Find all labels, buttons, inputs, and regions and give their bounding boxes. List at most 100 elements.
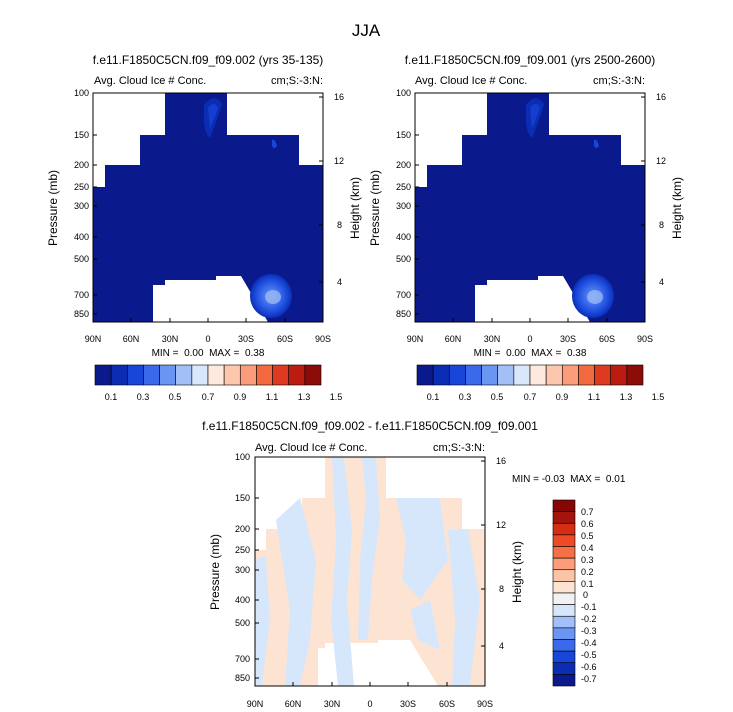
panel-b-ytick: 850 [396,309,411,319]
panel-a-title: f.e11.F1850C5CN.f09_f09.002 (yrs 35-135) [93,53,324,67]
panel-b-field [415,93,645,322]
panel-diff-cb-label: 0.1 [581,579,594,589]
panel-b-ytick: 400 [396,232,411,242]
panel-b-xtick: 90N [407,334,424,344]
panel-diff-colorbar-bin [552,546,576,559]
panel-diff-colorbar-bin [552,592,576,605]
panel-diff-colorbar-bin [552,674,576,687]
panel-diff-cb-label: 0.5 [581,531,594,541]
panel-diff-cb-label: 0.2 [581,567,594,577]
panel-diff-y2-ticks: 16 12 8 4 [481,456,506,651]
panel-b-colorbar: 0.1 0.3 0.5 0.7 0.9 1.1 1.3 1.5 [416,364,665,402]
panel-diff-x-ticks: 90N 60N 30N 0 30S 60S 90S [247,682,493,709]
panel-b-cb-label: 0.5 [491,392,504,402]
panel-b-cb-label: 0.1 [427,392,440,402]
panel-a-ytick: 150 [74,130,89,140]
panel-a-colorbar-bin [272,364,290,386]
panel-b-colorbar-bin [497,364,515,386]
panel-a-colorbar-bin [110,364,128,386]
panel-a-y2label: Height (km) [348,177,362,239]
panel-diff: f.e11.F1850C5CN.f09_f09.002 - f.e11.F185… [202,419,626,709]
panel-diff-ylabel: Pressure (mb) [208,534,222,610]
panel-diff-cb-label: -0.4 [581,638,597,648]
panel-a-colorbar-bin [191,364,209,386]
panel-diff-y-ticks: 100 150 200 250 300 400 500 700 850 [235,452,259,683]
panel-b-cb-label: 0.7 [524,392,537,402]
panel-diff-colorbar-bin [552,627,576,640]
panel-diff-ytick: 850 [235,673,250,683]
panel-b-subtitle-right: cm;S:-3:N: [593,75,645,87]
panel-a-xtick: 0 [205,334,210,344]
panel-a-colorbar-bin [94,364,112,386]
panel-b-colorbar-bin [448,364,466,386]
figure-title: JJA [352,21,381,40]
panel-a-xtick: 90S [315,334,331,344]
panel-b-xtick: 30N [484,334,501,344]
panel-a-colorbar-bin [223,364,241,386]
panel-diff-y2tick: 16 [496,456,506,466]
panel-b-colorbar-bin [594,364,612,386]
panel-b-y-ticks: 100 150 200 250 300 400 500 700 850 [396,88,419,319]
panel-diff-ytick: 200 [235,524,250,534]
panel-a-colorbar-bin [175,364,193,386]
panel-a-x-ticks: 90N 60N 30N 0 30S 60S 90S [85,318,331,344]
panel-diff-xtick: 90N [247,699,264,709]
panel-a-ytick: 250 [74,182,89,192]
panel-diff-title: f.e11.F1850C5CN.f09_f09.002 - f.e11.F185… [202,419,538,433]
panel-a-ytick: 400 [74,232,89,242]
panel-diff-cb-label: 0.3 [581,555,594,565]
panel-a-cb-label: 1.3 [298,392,311,402]
panel-b-colorbar-bin [432,364,450,386]
panel-a-colorbar-bin [304,364,322,386]
panel-b-xtick: 60S [599,334,615,344]
panel-a-colorbar-bin [239,364,257,386]
panel-diff-y2label: Height (km) [510,541,524,603]
panel-a-y2tick: 8 [337,220,342,230]
panel-diff-colorbar-bin [552,511,576,524]
panel-b-colorbar-bin [578,364,595,386]
panel-diff-colorbar-bin [552,662,576,675]
panel-diff-subtitle-left: Avg. Cloud Ice # Conc. [255,442,367,454]
panel-b-colorbar-bin [416,364,434,386]
panel-diff-colorbar-bin [552,557,576,571]
panel-b-colorbar-bin [561,364,579,386]
panel-a-xtick: 30N [162,334,179,344]
panel-diff-cb-label: 0.4 [581,543,594,553]
panel-a: f.e11.F1850C5CN.f09_f09.002 (yrs 35-135)… [46,53,362,402]
panel-diff-colorbar-bin [552,499,576,512]
panel-b-ytick: 300 [396,201,411,211]
panel-b-stats: MIN = 0.00 MAX = 0.38 [474,348,587,359]
panel-a-colorbar-bin [288,364,306,386]
panel-b-cb-label: 1.1 [588,392,601,402]
panel-b-colorbar-bin [481,364,499,386]
panel-b-y2-ticks: 16 12 8 4 [641,92,666,287]
panel-diff-y2tick: 4 [499,641,504,651]
panel-diff-colorbar-bin [552,650,576,664]
panel-diff-colorbar: 0.7 0.6 0.5 0.4 0.3 0.2 0.1 0 -0.1 -0.2 … [552,499,597,687]
panel-b-ylabel: Pressure (mb) [368,170,382,246]
panel-a-field [93,93,323,322]
panel-diff-ytick: 100 [235,452,250,462]
panel-a-cb-label: 1.1 [266,392,279,402]
panel-a-ytick: 500 [74,254,89,264]
panel-b-cb-label: 1.5 [652,392,665,402]
panel-diff-ytick: 700 [235,654,250,664]
panel-diff-xtick: 60N [285,699,302,709]
panel-a-colorbar-bin [256,364,273,386]
panel-a-colorbar-bin [126,364,144,386]
panel-b-xtick: 30S [560,334,576,344]
panel-diff-ytick: 500 [235,618,250,628]
panel-diff-cb-label: -0.6 [581,662,597,672]
panel-a-xtick: 60S [277,334,293,344]
panel-a-subtitle-left: Avg. Cloud Ice # Conc. [94,75,206,87]
panel-diff-xtick: 60S [439,699,455,709]
panel-diff-cb-label: -0.2 [581,614,597,624]
panel-a-ytick: 850 [74,309,89,319]
panel-diff-xtick: 0 [367,699,372,709]
panel-b-cb-label: 0.3 [459,392,472,402]
panel-b-cb-label: 1.3 [620,392,633,402]
panel-diff-cb-label: 0.6 [581,519,594,529]
panel-a-ylabel: Pressure (mb) [46,170,60,246]
panel-diff-y2tick: 8 [499,584,504,594]
